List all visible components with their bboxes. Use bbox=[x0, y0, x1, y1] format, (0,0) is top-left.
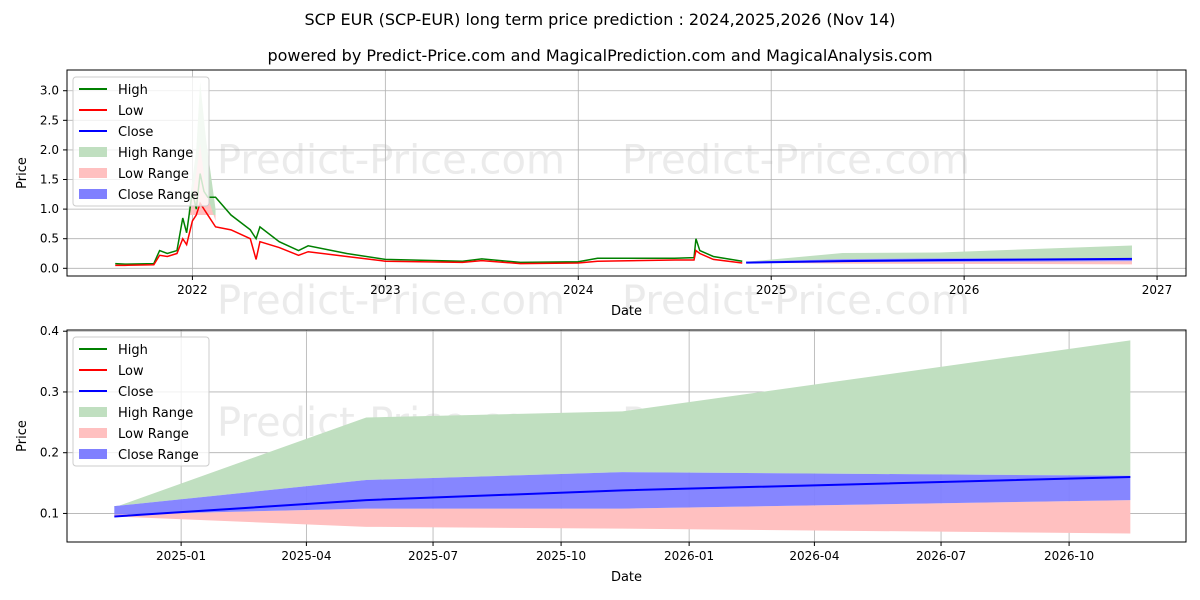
watermark: Predict-Price.com bbox=[217, 138, 565, 184]
legend-label: High Range bbox=[118, 406, 193, 421]
y-tick-label: 3.0 bbox=[40, 84, 59, 98]
chart-subtitle: powered by Predict-Price.com and Magical… bbox=[267, 46, 933, 65]
x-tick-label: 2026 bbox=[949, 283, 980, 297]
legend-label: High Range bbox=[118, 146, 193, 161]
y-tick-label: 1.0 bbox=[40, 202, 59, 216]
y-tick-label: 0.2 bbox=[40, 446, 59, 460]
legend-label: Low bbox=[118, 364, 144, 379]
close-line bbox=[114, 476, 1131, 518]
legend-swatch-low-range bbox=[79, 168, 107, 178]
x-axis-label: Date bbox=[611, 570, 642, 585]
x-tick-label: 2025-10 bbox=[536, 549, 586, 563]
x-tick-label: 2023 bbox=[370, 283, 401, 297]
low-line bbox=[115, 201, 743, 267]
x-tick-label: 2025 bbox=[756, 283, 787, 297]
legend-label: Close bbox=[118, 125, 153, 140]
series-group bbox=[114, 340, 1131, 534]
watermark: Predict-Price.com bbox=[622, 278, 970, 324]
y-tick-label: 0.0 bbox=[40, 261, 59, 275]
watermark: Predict-Price.com bbox=[217, 278, 565, 324]
x-tick-label: 2022 bbox=[177, 283, 208, 297]
legend-label: High bbox=[118, 83, 148, 98]
x-axis-label: Date bbox=[611, 304, 642, 319]
legend-label: Close Range bbox=[118, 448, 199, 463]
high-range-area bbox=[746, 245, 1132, 262]
x-tick-label: 2026-07 bbox=[916, 549, 966, 563]
y-tick-label: 0.3 bbox=[40, 385, 59, 399]
legend-label: Close Range bbox=[118, 188, 199, 203]
x-tick-label: 2025-07 bbox=[408, 549, 458, 563]
legend-label: High bbox=[118, 343, 148, 358]
low-range-area bbox=[114, 500, 1131, 534]
x-tick-label: 2026-04 bbox=[789, 549, 839, 563]
y-tick-label: 0.4 bbox=[40, 324, 59, 338]
x-tick-label: 2026-10 bbox=[1044, 549, 1094, 563]
y-tick-label: 2.5 bbox=[40, 113, 59, 127]
legend-swatch-low-range bbox=[79, 428, 107, 438]
watermark: Predict-Price.com bbox=[622, 138, 970, 184]
legend-swatch-high-range bbox=[79, 407, 107, 417]
x-tick-label: 2026-01 bbox=[664, 549, 714, 563]
x-tick-label: 2025-04 bbox=[281, 549, 331, 563]
x-tick-label: 2024 bbox=[563, 283, 594, 297]
y-tick-label: 0.5 bbox=[40, 232, 59, 246]
chart-title: SCP EUR (SCP-EUR) long term price predic… bbox=[304, 10, 896, 29]
y-tick-label: 2.0 bbox=[40, 143, 59, 157]
axes-frame bbox=[66, 69, 1187, 277]
low-range-area bbox=[746, 261, 1132, 265]
x-tick-label: 2025-01 bbox=[156, 549, 206, 563]
legend-label: Low Range bbox=[118, 167, 189, 182]
y-tick-label: 1.5 bbox=[40, 173, 59, 187]
legend-label: Low bbox=[118, 104, 144, 119]
x-tick-label: 2027 bbox=[1142, 283, 1173, 297]
legend-swatch-close-range bbox=[79, 189, 107, 199]
legend-swatch-close-range bbox=[79, 449, 107, 459]
y-axis-label: Price bbox=[15, 157, 30, 189]
axes-frame bbox=[66, 329, 1187, 543]
high-range-area bbox=[114, 340, 1131, 508]
y-tick-label: 0.1 bbox=[40, 506, 59, 520]
legend-label: Low Range bbox=[118, 427, 189, 442]
close-line bbox=[746, 257, 1132, 264]
legend-label: Close bbox=[118, 385, 153, 400]
y-axis-label: Price bbox=[15, 420, 30, 452]
legend-swatch-high-range bbox=[79, 147, 107, 157]
high-line bbox=[115, 173, 743, 265]
